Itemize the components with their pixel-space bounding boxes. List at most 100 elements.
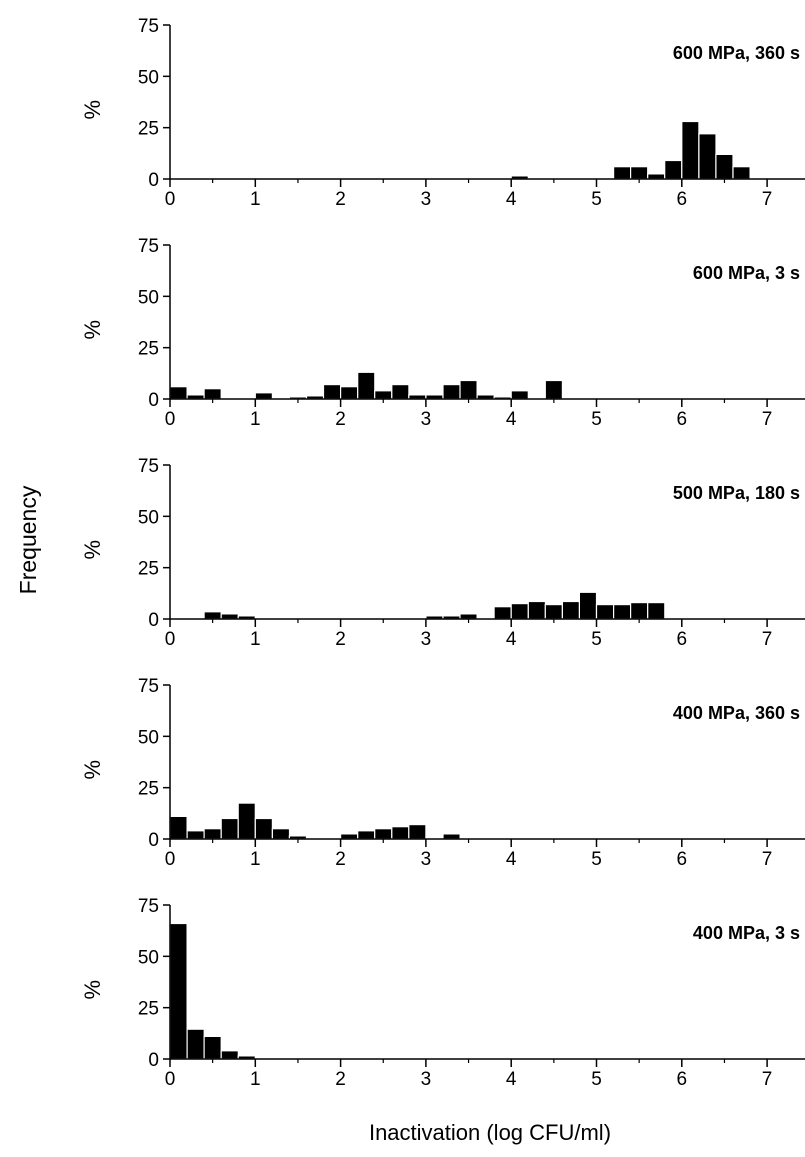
bar (374, 390, 393, 400)
bar (442, 833, 461, 840)
bar (169, 815, 188, 840)
bar (357, 371, 376, 400)
bar (203, 611, 222, 620)
x-tick-label: 0 (165, 189, 176, 210)
bar (220, 817, 239, 840)
bar (510, 602, 529, 620)
x-tick-label: 6 (677, 1069, 688, 1090)
y-tick-label: 0 (148, 830, 159, 851)
bar (271, 828, 291, 840)
y-tick-label: 25 (138, 999, 159, 1020)
bar (340, 386, 359, 400)
y-tick-label: 50 (138, 287, 159, 308)
bar (544, 603, 563, 620)
x-tick-label: 6 (677, 849, 688, 870)
bar (203, 388, 222, 400)
x-tick-label: 1 (250, 409, 261, 430)
y-tick-label: 25 (138, 339, 159, 360)
bar (186, 830, 205, 840)
panel-title: 400 MPa, 3 s (693, 923, 800, 943)
bar (322, 384, 342, 400)
x-tick-label: 7 (762, 1069, 773, 1090)
x-tick-label: 5 (591, 409, 602, 430)
x-tick-label: 2 (335, 409, 346, 430)
panel-1: 0 25 50 75 0 1 2 3 4 5 6 7% 600 MPa, 360 s (80, 16, 805, 210)
bar (203, 1035, 222, 1060)
bar (442, 384, 461, 400)
x-tick-label: 2 (335, 1069, 346, 1090)
bar (732, 166, 751, 180)
bar (647, 173, 666, 180)
x-tick-label: 6 (677, 629, 688, 650)
y-tick-label: 25 (138, 779, 159, 800)
x-tick-label: 5 (591, 849, 602, 870)
x-tick-label: 2 (335, 849, 346, 870)
y-tick-label: 50 (138, 947, 159, 968)
x-tick-label: 0 (165, 1069, 176, 1090)
x-tick-label: 4 (506, 189, 517, 210)
bar (578, 591, 598, 620)
bar (629, 601, 649, 620)
y-axis-label: % (80, 760, 105, 780)
y-tick-label: 0 (148, 170, 159, 191)
bar (664, 159, 683, 180)
x-tick-label: 5 (591, 629, 602, 650)
x-tick-label: 7 (762, 409, 773, 430)
x-tick-label: 3 (421, 849, 432, 870)
bar (527, 600, 546, 620)
y-tick-label: 50 (138, 727, 159, 748)
bar (391, 384, 410, 400)
y-tick-label: 75 (138, 16, 159, 37)
y-tick-label: 75 (138, 456, 159, 477)
panel-5: 0 25 50 75 0 1 2 3 4 5 6 7% 400 MPa, 3 s (80, 896, 805, 1090)
bar (647, 601, 666, 620)
x-tick-label: 1 (250, 849, 261, 870)
x-tick-label: 3 (421, 409, 432, 430)
y-tick-label: 25 (138, 559, 159, 580)
x-tick-label: 6 (677, 409, 688, 430)
bar (186, 1028, 205, 1060)
bar (459, 613, 478, 620)
bar (544, 379, 563, 400)
bar (254, 817, 274, 840)
bar (698, 133, 717, 180)
bar (220, 1050, 239, 1060)
bar (254, 392, 274, 400)
panel-title: 400 MPa, 360 s (673, 703, 800, 723)
x-tick-label: 4 (506, 1069, 517, 1090)
bar (237, 802, 256, 840)
y-axis-label: % (80, 980, 105, 1000)
bar (374, 828, 393, 840)
x-tick-label: 7 (762, 849, 773, 870)
figure-x-title: Inactivation (log CFU/ml) (369, 1120, 611, 1145)
bar (715, 153, 734, 180)
bar (169, 386, 188, 400)
y-tick-label: 75 (138, 236, 159, 257)
x-tick-label: 2 (335, 629, 346, 650)
bar (203, 828, 222, 840)
x-tick-label: 0 (165, 409, 176, 430)
panel-2: 0 25 50 75 0 1 2 3 4 5 6 7% 600 MPa, 3 s (80, 236, 805, 430)
bar (561, 600, 581, 620)
bar (629, 166, 649, 180)
bar (595, 603, 615, 620)
y-tick-label: 25 (138, 119, 159, 140)
bar (391, 826, 410, 840)
bar (493, 606, 512, 620)
y-tick-label: 50 (138, 507, 159, 528)
x-tick-label: 2 (335, 189, 346, 210)
x-tick-label: 4 (506, 409, 517, 430)
bar (220, 613, 239, 620)
bar (357, 830, 376, 840)
y-axis-label: % (80, 100, 105, 120)
x-tick-label: 4 (506, 849, 517, 870)
bar (612, 603, 632, 620)
bar (681, 120, 700, 180)
x-tick-label: 5 (591, 189, 602, 210)
x-tick-label: 5 (591, 1069, 602, 1090)
bar (169, 922, 188, 1060)
x-tick-label: 7 (762, 629, 773, 650)
panel-title: 500 MPa, 180 s (673, 483, 800, 503)
x-tick-label: 0 (165, 629, 176, 650)
